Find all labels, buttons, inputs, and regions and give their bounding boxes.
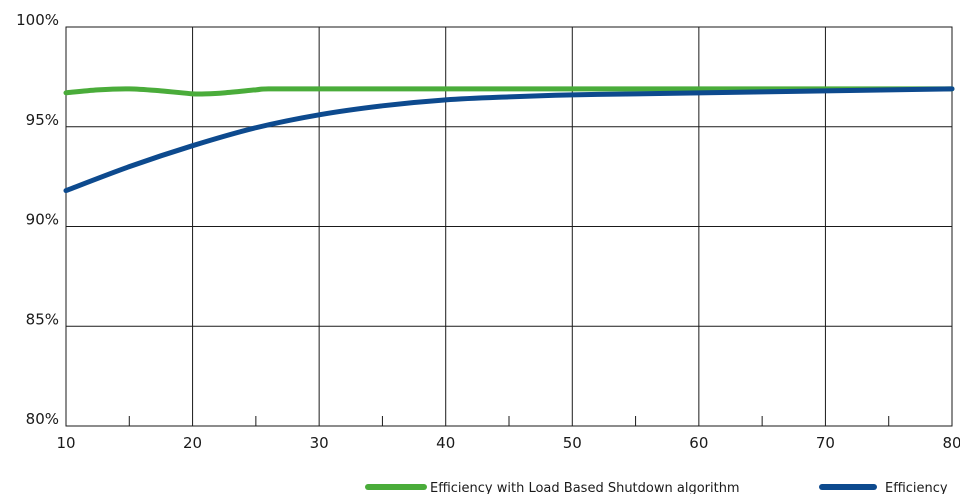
y-tick-label: 100% — [16, 11, 59, 29]
x-tick-label: 40 — [436, 434, 455, 452]
x-tick-label: 50 — [563, 434, 582, 452]
series-lines — [63, 86, 955, 194]
series-line-load-based-shutdown — [63, 86, 955, 97]
series-line-efficiency — [63, 86, 955, 194]
grid-lines — [66, 27, 952, 426]
x-tick-label: 60 — [689, 434, 708, 452]
x-tick-label: 70 — [816, 434, 835, 452]
legend: Efficiency with Load Based Shutdown algo… — [365, 481, 948, 494]
y-tick-label: 80% — [26, 410, 59, 428]
x-tick-label: 10 — [56, 434, 75, 452]
y-tick-label: 85% — [26, 310, 59, 328]
x-tick-label: 30 — [310, 434, 329, 452]
x-tick-label: 20 — [183, 434, 202, 452]
axis-ticks: 80% 85% 90% 95% 100% 10 20 30 40 50 60 70 80 — [16, 11, 960, 452]
y-tick-label: 95% — [26, 111, 59, 129]
legend-label: Efficiency — [885, 481, 948, 494]
legend-label: Efficiency with Load Based Shutdown algo… — [430, 481, 740, 494]
y-tick-label: 90% — [26, 211, 59, 229]
x-tick-label: 80 — [942, 434, 960, 452]
